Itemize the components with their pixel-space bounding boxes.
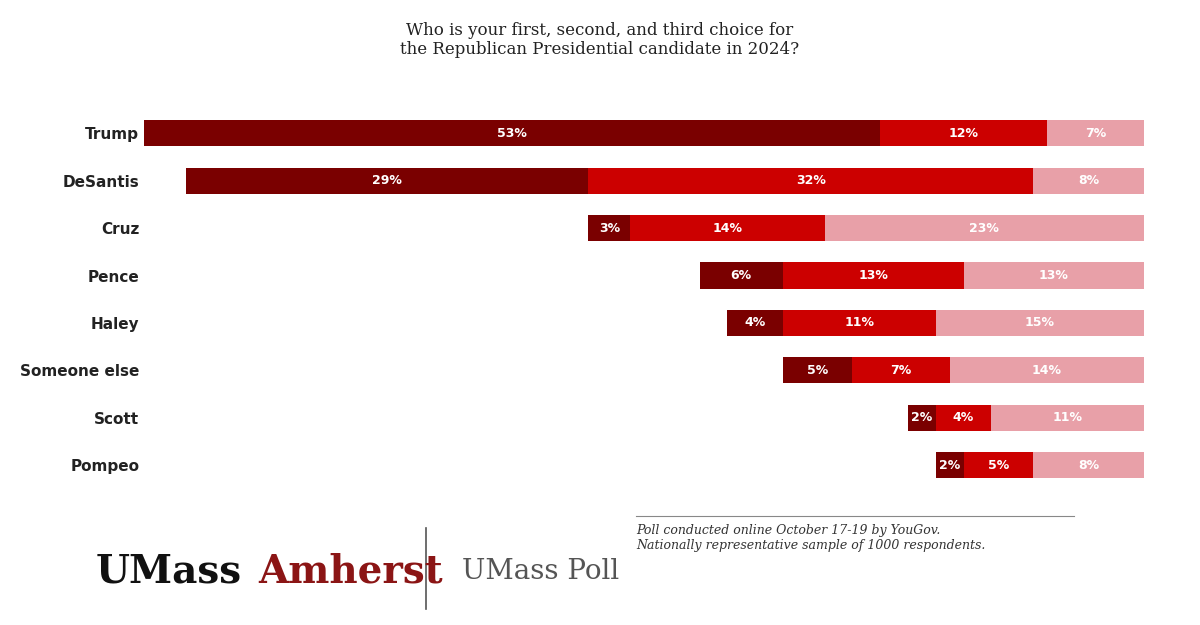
Text: 2%: 2% (911, 411, 932, 424)
Bar (782, 310, 936, 336)
Text: 4%: 4% (953, 411, 974, 424)
Bar (936, 310, 1144, 336)
Text: 8%: 8% (1078, 174, 1099, 187)
Text: 2%: 2% (940, 459, 960, 472)
Text: 3%: 3% (599, 222, 620, 234)
Bar (1033, 168, 1144, 194)
Text: 8%: 8% (1078, 459, 1099, 472)
Text: 53%: 53% (497, 127, 527, 140)
Text: Amherst: Amherst (258, 553, 443, 591)
Bar (588, 168, 1033, 194)
Text: 15%: 15% (1025, 316, 1055, 329)
Text: Poll conducted online October 17-19 by YouGov.
Nationally representative sample : Poll conducted online October 17-19 by Y… (636, 524, 985, 552)
Bar (782, 357, 852, 384)
Bar (588, 215, 630, 241)
Text: 32%: 32% (796, 174, 826, 187)
Text: Who is your first, second, and third choice for: Who is your first, second, and third cho… (407, 22, 793, 39)
Bar (144, 120, 880, 146)
Bar (1033, 452, 1144, 478)
Bar (186, 168, 588, 194)
Text: 14%: 14% (1032, 364, 1062, 377)
Text: 23%: 23% (970, 222, 1000, 234)
Text: 6%: 6% (731, 269, 752, 282)
Bar (991, 405, 1144, 431)
Bar (949, 357, 1144, 384)
Bar (630, 215, 824, 241)
Text: UMass: UMass (96, 553, 242, 591)
Text: 5%: 5% (988, 459, 1009, 472)
Bar (824, 215, 1144, 241)
Bar (782, 262, 964, 289)
Text: 4%: 4% (744, 316, 766, 329)
Text: 12%: 12% (948, 127, 978, 140)
Text: 13%: 13% (1039, 269, 1069, 282)
Bar (908, 405, 936, 431)
Text: 7%: 7% (890, 364, 912, 377)
Text: UMass Poll: UMass Poll (462, 558, 619, 586)
Bar (936, 452, 964, 478)
Bar (700, 262, 782, 289)
Bar (880, 120, 1046, 146)
Bar (1046, 120, 1144, 146)
Text: 13%: 13% (858, 269, 888, 282)
Bar (727, 310, 782, 336)
Bar (852, 357, 949, 384)
Bar (964, 262, 1144, 289)
Bar (964, 452, 1033, 478)
Text: 5%: 5% (808, 364, 828, 377)
Text: 29%: 29% (372, 174, 402, 187)
Text: the Republican Presidential candidate in 2024?: the Republican Presidential candidate in… (401, 41, 799, 58)
Text: 11%: 11% (1052, 411, 1082, 424)
Text: 7%: 7% (1085, 127, 1106, 140)
Text: 14%: 14% (713, 222, 743, 234)
Bar (936, 405, 991, 431)
Text: 11%: 11% (845, 316, 875, 329)
